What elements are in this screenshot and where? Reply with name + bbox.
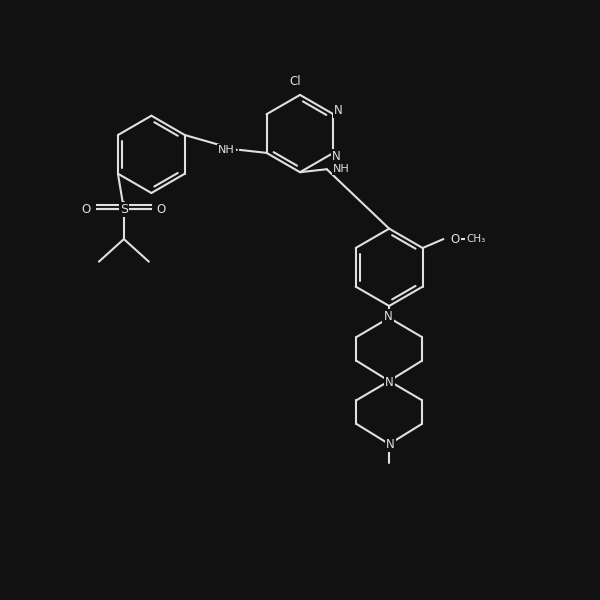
Text: N: N bbox=[386, 437, 395, 451]
Text: N: N bbox=[383, 310, 392, 323]
Text: O: O bbox=[157, 203, 166, 216]
Text: NH: NH bbox=[218, 145, 235, 155]
Text: N: N bbox=[332, 150, 341, 163]
Text: N: N bbox=[385, 376, 394, 389]
Text: N: N bbox=[334, 104, 343, 117]
Text: Cl: Cl bbox=[289, 76, 301, 88]
Text: CH₃: CH₃ bbox=[466, 234, 485, 244]
Text: NH: NH bbox=[333, 164, 350, 174]
Text: O: O bbox=[82, 203, 91, 216]
Text: S: S bbox=[120, 203, 128, 216]
Text: O: O bbox=[451, 233, 460, 245]
